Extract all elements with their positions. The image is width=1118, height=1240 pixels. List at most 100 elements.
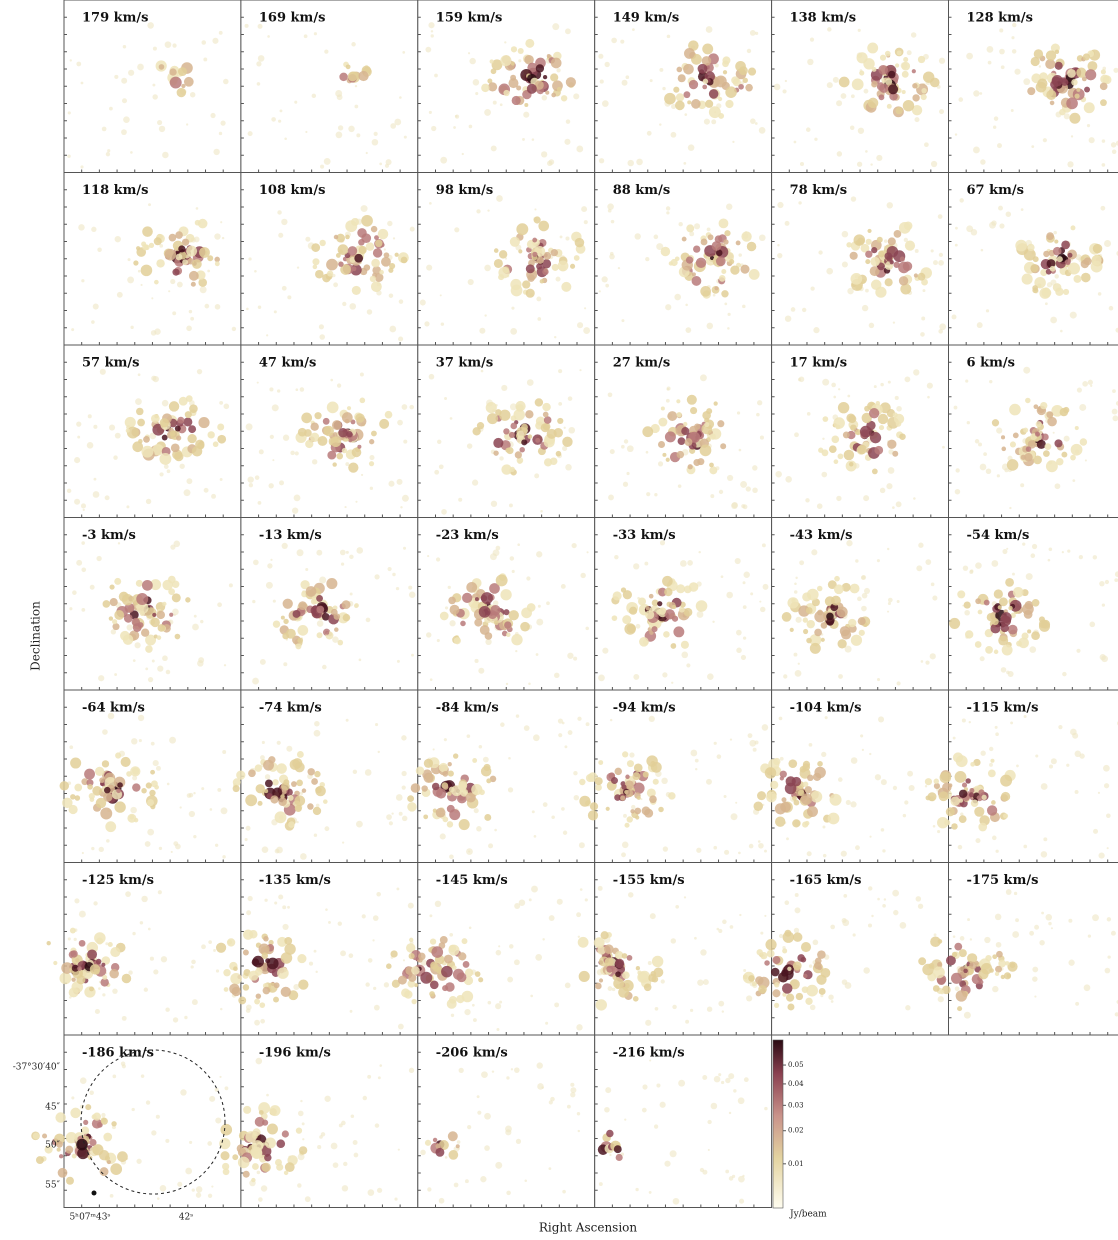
noise — [191, 999, 198, 1006]
emission — [154, 784, 159, 790]
noise — [359, 372, 364, 377]
emission — [633, 782, 645, 794]
noise — [297, 1153, 305, 1161]
noise — [633, 563, 640, 570]
velocity-label: -135 km/s — [259, 873, 331, 888]
noise — [617, 266, 621, 270]
emission — [453, 637, 461, 645]
emission — [893, 261, 900, 268]
noise — [305, 236, 311, 242]
noise — [542, 938, 545, 941]
emission — [441, 965, 453, 978]
noise — [577, 716, 582, 721]
noise — [377, 750, 380, 754]
noise — [259, 658, 266, 665]
noise — [444, 1156, 448, 1159]
noise — [564, 745, 568, 749]
emission — [806, 588, 819, 601]
emission — [294, 804, 302, 813]
emission — [1021, 273, 1033, 285]
emission — [986, 805, 998, 816]
emission — [252, 1163, 259, 1170]
emission — [546, 428, 557, 439]
emission — [1012, 432, 1019, 439]
emission — [556, 86, 562, 92]
emission — [408, 973, 417, 982]
emission — [315, 269, 324, 279]
velocity-label: -216 km/s — [613, 1046, 685, 1061]
emission — [981, 794, 987, 800]
emission — [557, 417, 564, 425]
noise — [352, 769, 358, 775]
emission — [638, 597, 647, 606]
noise — [659, 67, 664, 72]
noise — [822, 378, 830, 386]
emission — [100, 1117, 108, 1125]
emission — [167, 575, 176, 584]
noise — [217, 787, 222, 792]
emission — [188, 270, 199, 281]
noise — [1002, 549, 1008, 555]
noise — [576, 1112, 581, 1116]
emission — [361, 233, 372, 244]
noise — [260, 1018, 266, 1024]
emission — [276, 763, 287, 774]
noise — [268, 483, 274, 489]
emission — [510, 74, 517, 81]
emission — [974, 641, 982, 648]
noise — [793, 652, 798, 657]
panel: 67 km/s — [948, 172, 1118, 346]
emission — [1070, 443, 1083, 456]
noise — [992, 985, 999, 993]
noise — [314, 720, 320, 727]
noise — [267, 35, 270, 38]
noise — [358, 658, 362, 662]
panel: 159 km/s — [417, 0, 596, 173]
noise — [720, 575, 724, 579]
noise — [699, 1167, 705, 1173]
emission — [153, 237, 162, 246]
emission — [384, 410, 393, 419]
emission — [184, 411, 192, 419]
noise — [130, 325, 134, 330]
emission — [429, 980, 439, 990]
noise — [729, 738, 733, 741]
noise — [832, 76, 839, 83]
panel: 88 km/s — [594, 172, 773, 346]
emission — [102, 600, 111, 608]
noise — [995, 849, 999, 853]
noise — [273, 310, 277, 314]
emission — [974, 806, 985, 817]
noise — [395, 794, 403, 801]
noise — [484, 1112, 491, 1120]
noise — [441, 509, 447, 515]
emission — [535, 437, 541, 443]
noise — [214, 843, 219, 847]
noise — [257, 55, 265, 62]
noise — [169, 736, 176, 744]
noise — [123, 116, 130, 123]
noise — [339, 549, 346, 556]
noise — [222, 855, 226, 859]
emission — [939, 771, 952, 784]
emission — [1030, 56, 1040, 67]
noise — [1020, 483, 1025, 488]
noise — [749, 739, 757, 747]
emission — [250, 1146, 263, 1159]
noise — [681, 651, 689, 659]
emission — [518, 249, 523, 254]
noise — [648, 1191, 652, 1194]
emission — [1063, 288, 1070, 295]
noise — [256, 82, 261, 86]
emission — [764, 767, 777, 779]
noise — [336, 383, 342, 388]
noise — [694, 223, 701, 230]
noise — [188, 309, 193, 314]
noise — [1042, 138, 1047, 143]
noise — [492, 100, 497, 105]
noise — [1112, 389, 1116, 393]
noise — [439, 833, 446, 840]
noise — [847, 287, 854, 295]
noise — [1092, 555, 1098, 560]
noise — [257, 501, 262, 505]
